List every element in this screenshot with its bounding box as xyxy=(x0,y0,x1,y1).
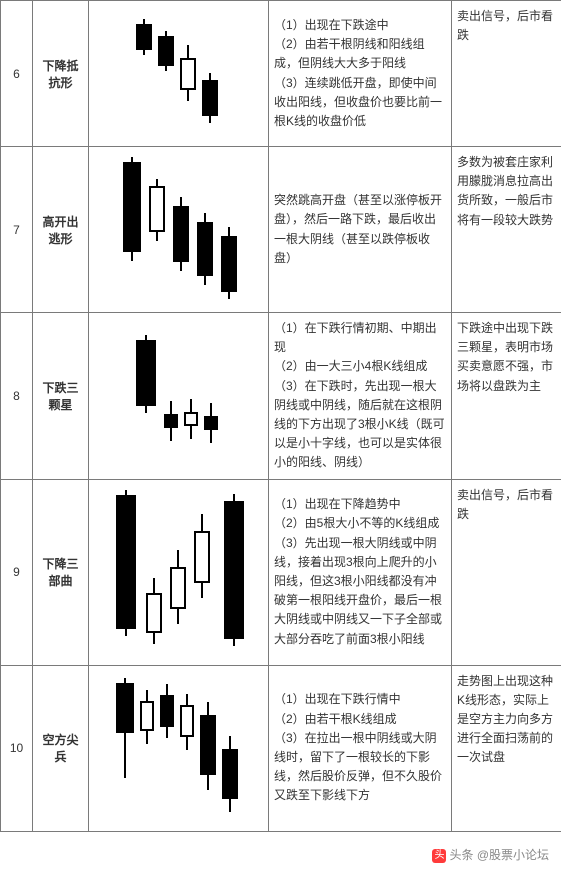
pattern-note: 下跌途中出现下跌三颗星，表明市场买卖意愿不强，市场将以盘跌为主 xyxy=(452,313,561,480)
row-number: 6 xyxy=(1,1,33,147)
pattern-diagram-cell xyxy=(89,479,269,665)
candlestick-diagram xyxy=(99,486,259,656)
pattern-note: 卖出信号，后市看跌 xyxy=(452,479,561,665)
pattern-description: （1）出现在下降趋势中（2）由5根大小不等的K线组成（3）先出现一根大阴线或中阴… xyxy=(269,479,452,665)
toutiao-icon: 头 xyxy=(432,849,446,863)
pattern-diagram-cell xyxy=(89,147,269,313)
pattern-description: （1）出现在下跌途中（2）由若干根阴线和阳线组成，但阴线大大多于阳线（3）连续跳… xyxy=(269,1,452,147)
row-number: 8 xyxy=(1,313,33,480)
pattern-name: 下跌三颗星 xyxy=(33,313,89,480)
patterns-table: 6下降抵抗形 （1）出现在下跌途中（2）由若干根阴线和阳线组成，但阴线大大多于阳线… xyxy=(0,0,561,832)
table-row: 8下跌三颗星 （1）在下跌行情初期、中期出现（2）由一大三小4根K线组成（3）在下… xyxy=(1,313,561,480)
pattern-name: 下降三部曲 xyxy=(33,479,89,665)
candlestick-diagram xyxy=(119,7,239,137)
watermark-prefix: 头条 xyxy=(449,848,473,862)
row-number: 10 xyxy=(1,665,33,831)
watermark: 头头条 @股票小论坛 xyxy=(428,844,553,865)
table-row: 9下降三部曲 （1）出现在下降趋势中（2）由5根大小不等的K线组成（3）先出现一根… xyxy=(1,479,561,665)
watermark-name: @股票小论坛 xyxy=(477,848,549,862)
pattern-description: （1）出现在下跌行情中（2）由若干根K线组成（3）在拉出一根中阴线或大阴线时，留… xyxy=(269,665,452,831)
pattern-name: 空方尖兵 xyxy=(33,665,89,831)
pattern-diagram-cell xyxy=(89,1,269,147)
table-row: 6下降抵抗形 （1）出现在下跌途中（2）由若干根阴线和阳线组成，但阴线大大多于阳线… xyxy=(1,1,561,147)
row-number: 9 xyxy=(1,479,33,665)
pattern-diagram-cell xyxy=(89,665,269,831)
pattern-note: 走势图上出现这种K线形态，实际上是空方主力向多方进行全面扫荡前的一次试盘 xyxy=(452,665,561,831)
pattern-description: 突然跳高开盘（甚至以涨停板开盘），然后一路下跌，最后收出一根大阴线（甚至以跌停板… xyxy=(269,147,452,313)
pattern-note: 卖出信号，后市看跌 xyxy=(452,1,561,147)
pattern-diagram-cell xyxy=(89,313,269,480)
candlestick-diagram xyxy=(104,153,254,303)
candlestick-diagram xyxy=(109,329,249,459)
pattern-note: 多数为被套庄家利用朦胧消息拉高出货所致，一般后市将有一段较大跌势 xyxy=(452,147,561,313)
pattern-name: 高开出逃形 xyxy=(33,147,89,313)
pattern-name: 下降抵抗形 xyxy=(33,1,89,147)
row-number: 7 xyxy=(1,147,33,313)
pattern-description: （1）在下跌行情初期、中期出现（2）由一大三小4根K线组成（3）在下跌时，先出现… xyxy=(269,313,452,480)
table-row: 7高开出逃形 突然跳高开盘（甚至以涨停板开盘），然后一路下跌，最后收出一根大阴线（… xyxy=(1,147,561,313)
candlestick-diagram xyxy=(99,672,259,822)
table-row: 10空方尖兵 （1）出现在下跌行情中（2）由若干根K线组成（3）在拉出一根中阴线或… xyxy=(1,665,561,831)
